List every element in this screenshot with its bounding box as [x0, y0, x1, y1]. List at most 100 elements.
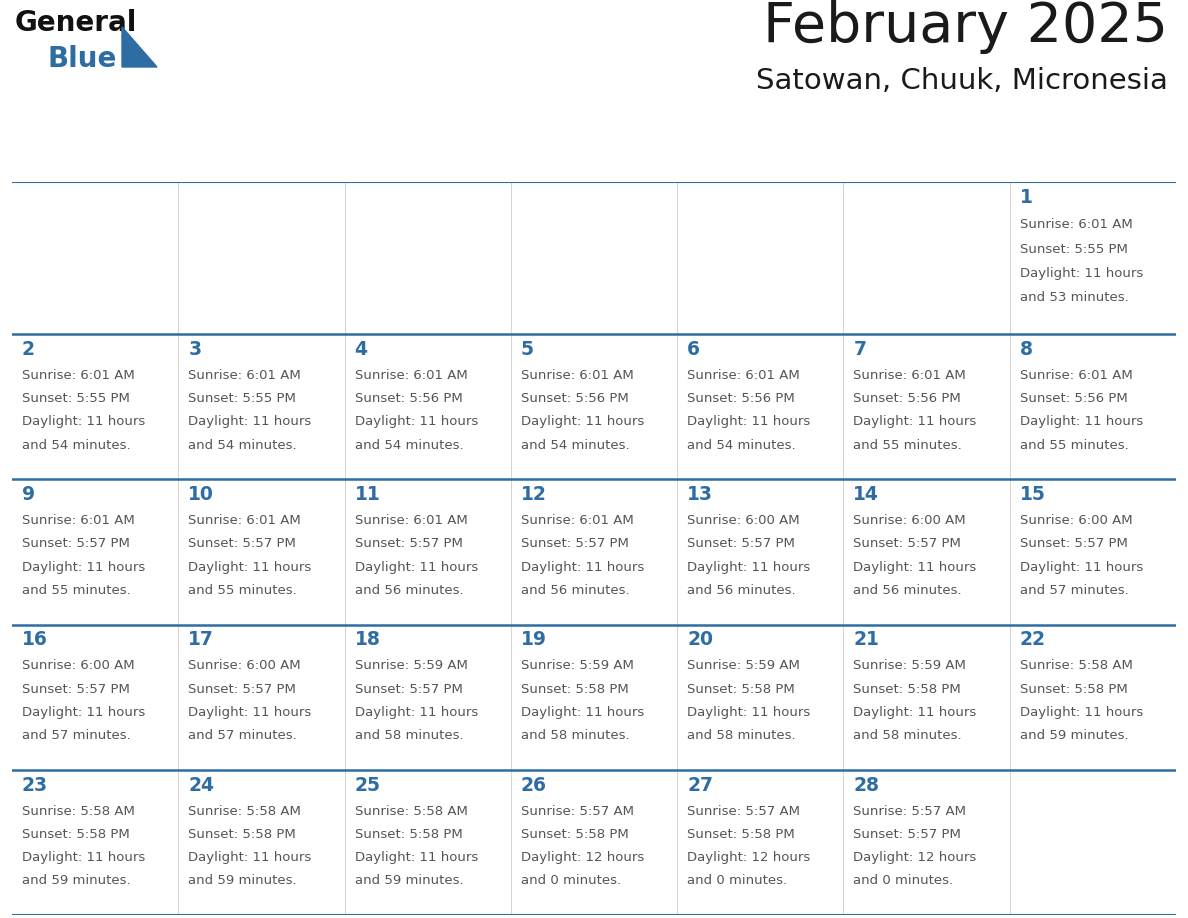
Text: Sunset: 5:57 PM: Sunset: 5:57 PM: [21, 537, 129, 551]
Text: Sunrise: 6:01 AM: Sunrise: 6:01 AM: [1019, 369, 1132, 382]
Text: Sunrise: 5:58 AM: Sunrise: 5:58 AM: [1019, 659, 1132, 672]
Text: 28: 28: [853, 776, 879, 795]
Text: Daylight: 12 hours: Daylight: 12 hours: [687, 851, 810, 864]
Text: 3: 3: [188, 340, 202, 359]
Text: Sunrise: 6:01 AM: Sunrise: 6:01 AM: [853, 369, 966, 382]
Text: Sunrise: 6:01 AM: Sunrise: 6:01 AM: [354, 514, 467, 527]
Text: Sunset: 5:58 PM: Sunset: 5:58 PM: [1019, 683, 1127, 696]
Text: and 58 minutes.: and 58 minutes.: [687, 729, 796, 742]
Text: 23: 23: [21, 776, 48, 795]
Text: Sunset: 5:56 PM: Sunset: 5:56 PM: [354, 392, 462, 405]
Text: and 58 minutes.: and 58 minutes.: [354, 729, 463, 742]
Text: Daylight: 11 hours: Daylight: 11 hours: [687, 415, 810, 429]
Text: 4: 4: [354, 340, 367, 359]
Text: 27: 27: [687, 776, 713, 795]
Text: 2: 2: [21, 340, 34, 359]
Text: 11: 11: [354, 485, 380, 504]
Text: Daylight: 11 hours: Daylight: 11 hours: [21, 706, 145, 719]
Text: Daylight: 11 hours: Daylight: 11 hours: [1019, 267, 1143, 280]
Text: Sunrise: 6:00 AM: Sunrise: 6:00 AM: [188, 659, 301, 672]
Text: Sunrise: 5:59 AM: Sunrise: 5:59 AM: [354, 659, 467, 672]
Text: Sunrise: 6:01 AM: Sunrise: 6:01 AM: [21, 369, 134, 382]
Text: Sunrise: 5:58 AM: Sunrise: 5:58 AM: [354, 804, 467, 818]
Text: Sunrise: 6:01 AM: Sunrise: 6:01 AM: [354, 369, 467, 382]
Text: Sunset: 5:58 PM: Sunset: 5:58 PM: [853, 683, 961, 696]
Text: Saturday: Saturday: [1022, 154, 1106, 174]
Text: Daylight: 11 hours: Daylight: 11 hours: [21, 851, 145, 864]
Text: 18: 18: [354, 631, 380, 649]
Text: and 59 minutes.: and 59 minutes.: [354, 874, 463, 888]
Text: 7: 7: [853, 340, 866, 359]
Text: Daylight: 11 hours: Daylight: 11 hours: [853, 561, 977, 574]
Text: and 57 minutes.: and 57 minutes.: [21, 729, 131, 742]
Text: February 2025: February 2025: [763, 0, 1168, 54]
Text: Daylight: 11 hours: Daylight: 11 hours: [520, 706, 644, 719]
Text: Sunrise: 5:59 AM: Sunrise: 5:59 AM: [687, 659, 800, 672]
Text: Sunrise: 6:01 AM: Sunrise: 6:01 AM: [188, 514, 301, 527]
Text: and 55 minutes.: and 55 minutes.: [1019, 439, 1129, 452]
Text: Sunrise: 6:00 AM: Sunrise: 6:00 AM: [853, 514, 966, 527]
Text: Daylight: 11 hours: Daylight: 11 hours: [21, 415, 145, 429]
Text: Sunrise: 6:01 AM: Sunrise: 6:01 AM: [21, 514, 134, 527]
Text: 17: 17: [188, 631, 214, 649]
Text: and 0 minutes.: and 0 minutes.: [853, 874, 954, 888]
Text: Daylight: 11 hours: Daylight: 11 hours: [188, 851, 311, 864]
Text: 12: 12: [520, 485, 546, 504]
Text: and 58 minutes.: and 58 minutes.: [520, 729, 630, 742]
Text: Sunrise: 6:01 AM: Sunrise: 6:01 AM: [520, 369, 633, 382]
Text: Daylight: 12 hours: Daylight: 12 hours: [853, 851, 977, 864]
Text: Daylight: 12 hours: Daylight: 12 hours: [520, 851, 644, 864]
Text: Thursday: Thursday: [689, 154, 777, 174]
Text: Daylight: 11 hours: Daylight: 11 hours: [188, 415, 311, 429]
Text: Sunset: 5:57 PM: Sunset: 5:57 PM: [354, 683, 462, 696]
Text: 26: 26: [520, 776, 546, 795]
Text: Sunset: 5:55 PM: Sunset: 5:55 PM: [21, 392, 129, 405]
Text: and 54 minutes.: and 54 minutes.: [687, 439, 796, 452]
Text: Sunrise: 6:01 AM: Sunrise: 6:01 AM: [188, 369, 301, 382]
Text: Sunrise: 6:00 AM: Sunrise: 6:00 AM: [687, 514, 800, 527]
Text: Sunset: 5:56 PM: Sunset: 5:56 PM: [520, 392, 628, 405]
Text: Daylight: 11 hours: Daylight: 11 hours: [354, 706, 478, 719]
Text: Daylight: 11 hours: Daylight: 11 hours: [1019, 561, 1143, 574]
Text: Sunrise: 5:57 AM: Sunrise: 5:57 AM: [687, 804, 801, 818]
Text: Daylight: 11 hours: Daylight: 11 hours: [687, 706, 810, 719]
Text: and 59 minutes.: and 59 minutes.: [188, 874, 297, 888]
Text: 8: 8: [1019, 340, 1032, 359]
Text: and 59 minutes.: and 59 minutes.: [1019, 729, 1129, 742]
Text: 25: 25: [354, 776, 380, 795]
Text: Sunday: Sunday: [24, 154, 94, 174]
Text: Sunrise: 6:01 AM: Sunrise: 6:01 AM: [1019, 218, 1132, 231]
Text: Daylight: 11 hours: Daylight: 11 hours: [354, 851, 478, 864]
Text: and 55 minutes.: and 55 minutes.: [188, 584, 297, 597]
Text: Satowan, Chuuk, Micronesia: Satowan, Chuuk, Micronesia: [756, 67, 1168, 95]
Text: Sunrise: 6:00 AM: Sunrise: 6:00 AM: [21, 659, 134, 672]
Text: Daylight: 11 hours: Daylight: 11 hours: [520, 415, 644, 429]
Text: 15: 15: [1019, 485, 1045, 504]
Text: Daylight: 11 hours: Daylight: 11 hours: [188, 561, 311, 574]
Text: Sunset: 5:57 PM: Sunset: 5:57 PM: [188, 683, 296, 696]
Text: and 57 minutes.: and 57 minutes.: [188, 729, 297, 742]
Polygon shape: [122, 27, 157, 67]
Text: Monday: Monday: [190, 154, 264, 174]
Text: Sunrise: 6:01 AM: Sunrise: 6:01 AM: [520, 514, 633, 527]
Text: Sunset: 5:57 PM: Sunset: 5:57 PM: [853, 828, 961, 841]
Text: Sunset: 5:57 PM: Sunset: 5:57 PM: [21, 683, 129, 696]
Text: and 58 minutes.: and 58 minutes.: [853, 729, 962, 742]
Text: Sunset: 5:55 PM: Sunset: 5:55 PM: [1019, 242, 1127, 256]
Text: 14: 14: [853, 485, 879, 504]
Text: General: General: [15, 9, 138, 37]
Text: Daylight: 11 hours: Daylight: 11 hours: [1019, 706, 1143, 719]
Text: Sunset: 5:57 PM: Sunset: 5:57 PM: [354, 537, 462, 551]
Text: Sunrise: 6:01 AM: Sunrise: 6:01 AM: [687, 369, 800, 382]
Text: Sunset: 5:56 PM: Sunset: 5:56 PM: [687, 392, 795, 405]
Text: Daylight: 11 hours: Daylight: 11 hours: [21, 561, 145, 574]
Text: and 55 minutes.: and 55 minutes.: [21, 584, 131, 597]
Text: 21: 21: [853, 631, 879, 649]
Text: Sunset: 5:58 PM: Sunset: 5:58 PM: [188, 828, 296, 841]
Text: 16: 16: [21, 631, 48, 649]
Text: 20: 20: [687, 631, 713, 649]
Text: and 53 minutes.: and 53 minutes.: [1019, 291, 1129, 305]
Text: and 57 minutes.: and 57 minutes.: [1019, 584, 1129, 597]
Text: and 59 minutes.: and 59 minutes.: [21, 874, 131, 888]
Text: Daylight: 11 hours: Daylight: 11 hours: [188, 706, 311, 719]
